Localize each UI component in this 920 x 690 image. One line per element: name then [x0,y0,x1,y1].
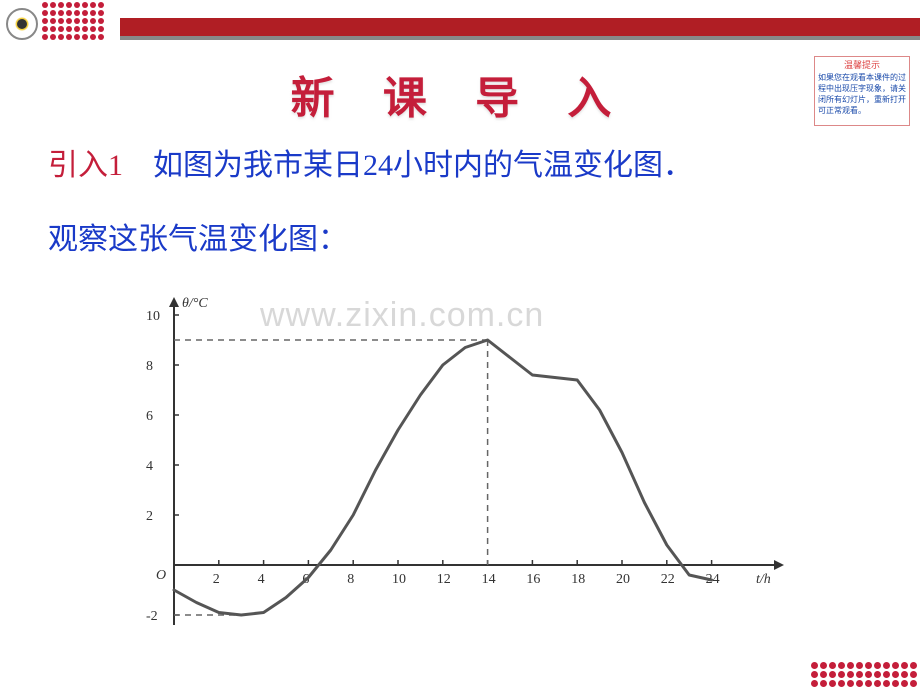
svg-text:-2: -2 [146,609,158,624]
eye-logo-icon [6,8,38,40]
header-bar [120,18,920,40]
svg-text:8: 8 [347,572,354,587]
svg-text:22: 22 [661,572,675,587]
svg-text:18: 18 [571,572,585,587]
svg-text:4: 4 [258,572,265,587]
dot-grid-decoration [42,2,105,41]
svg-text:2: 2 [146,509,153,524]
svg-text:20: 20 [616,572,630,587]
svg-text:4: 4 [146,459,153,474]
tip-title: 温馨提示 [818,59,906,72]
chart-svg: θ/°Ct/hO24681012141618202224-2246810 [116,285,796,625]
svg-text:O: O [156,568,166,583]
tip-body: 如果您在观看本课件的过程中出现压字现象，请关闭所有幻灯片，重新打开可正常观看。 [818,73,906,116]
svg-text:10: 10 [146,309,160,324]
svg-text:12: 12 [437,572,451,587]
svg-text:8: 8 [146,359,153,374]
svg-text:16: 16 [526,572,540,587]
logo-area [0,0,120,50]
intro1-body: 如图为我市某日24小时内的气温变化图． [123,149,693,182]
svg-text:t/h: t/h [756,572,771,587]
footer-dot-decoration [811,662,918,688]
svg-text:2: 2 [213,572,220,587]
watermark-text: www.zixin.com.cn [260,296,544,335]
tip-box: 温馨提示 如果您在观看本课件的过程中出现压字现象，请关闭所有幻灯片，重新打开可正… [814,56,910,126]
svg-text:6: 6 [146,409,153,424]
svg-text:14: 14 [482,572,496,587]
svg-text:θ/°C: θ/°C [182,296,208,311]
intro1-label: 引入1 [48,149,123,182]
intro-line-2: 观察这张气温变化图： [48,214,348,258]
temperature-chart: θ/°Ct/hO24681012141618202224-2246810 [116,285,796,625]
svg-text:10: 10 [392,572,406,587]
intro-line-1: 引入1 如图为我市某日24小时内的气温变化图． [48,145,693,187]
page-title: 新 课 导 入 [0,62,920,126]
